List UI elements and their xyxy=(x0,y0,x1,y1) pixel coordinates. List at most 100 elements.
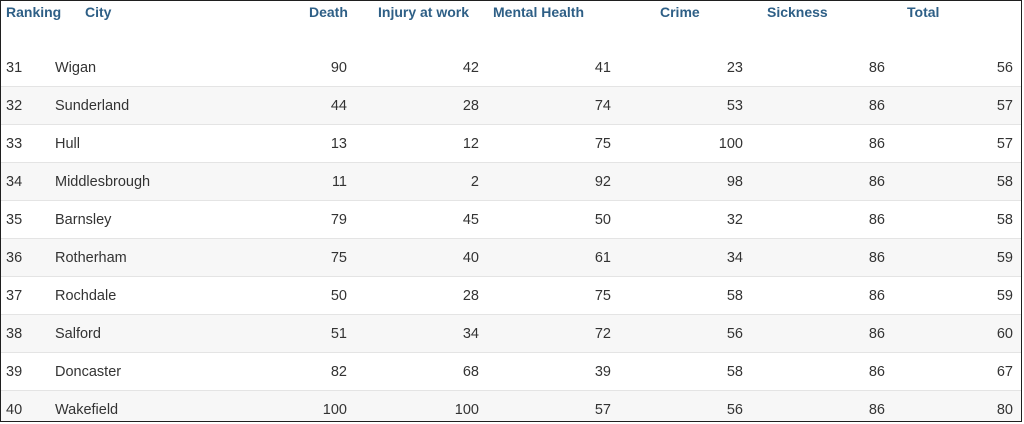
table-body: 31 Wigan 90 42 41 23 86 56 32 Sunderland 44 28 74 53 8… xyxy=(1,49,1021,421)
cell-total: 58 xyxy=(996,174,1013,190)
header-mental-health[interactable]: Mental Health xyxy=(493,4,585,20)
table-row: 40 Wakefield 100 100 57 56 86 80 xyxy=(1,391,1021,421)
cell-total: 59 xyxy=(996,250,1013,266)
cell-ranking: 40 xyxy=(6,402,23,418)
cell-total: 56 xyxy=(996,60,1013,76)
table-row: 35 Barnsley 79 45 50 32 86 58 xyxy=(1,201,1021,239)
table-row: 38 Salford 51 34 72 56 86 60 xyxy=(1,315,1021,353)
cell-mental-health: 72 xyxy=(594,326,611,342)
cell-sickness: 86 xyxy=(868,364,885,380)
table-row: 31 Wigan 90 42 41 23 86 56 xyxy=(1,49,1021,87)
cell-death: 79 xyxy=(330,212,347,228)
cell-mental-health: 92 xyxy=(594,174,611,190)
header-death[interactable]: Death xyxy=(309,4,348,20)
cell-mental-health: 75 xyxy=(594,136,611,152)
cell-injury-at-work: 2 xyxy=(470,174,479,190)
cell-injury-at-work: 42 xyxy=(462,60,479,76)
cell-mental-health: 50 xyxy=(594,212,611,228)
cell-sickness: 86 xyxy=(868,250,885,266)
cell-city: Rochdale xyxy=(55,288,117,304)
cell-total: 59 xyxy=(996,288,1013,304)
cell-sickness: 86 xyxy=(868,60,885,76)
cell-death: 44 xyxy=(330,98,347,114)
cell-death: 13 xyxy=(330,136,347,152)
cell-crime: 58 xyxy=(726,364,743,380)
cell-ranking: 38 xyxy=(6,326,23,342)
cell-crime: 56 xyxy=(726,402,743,418)
cell-total: 80 xyxy=(996,402,1013,418)
cell-mental-health: 57 xyxy=(594,402,611,418)
cell-crime: 32 xyxy=(726,212,743,228)
header-city[interactable]: City xyxy=(85,4,112,20)
cell-city: Doncaster xyxy=(55,364,122,380)
cell-ranking: 31 xyxy=(6,60,23,76)
cell-city: Salford xyxy=(55,326,101,342)
cell-injury-at-work: 12 xyxy=(462,136,479,152)
table-header: Ranking City Death Injury at work Mental… xyxy=(1,1,1021,49)
header-ranking[interactable]: Ranking xyxy=(6,4,62,20)
cell-ranking: 32 xyxy=(6,98,23,114)
cell-total: 60 xyxy=(996,326,1013,342)
cell-total: 58 xyxy=(996,212,1013,228)
cell-mental-health: 74 xyxy=(594,98,611,114)
cell-injury-at-work: 40 xyxy=(462,250,479,266)
cell-sickness: 86 xyxy=(868,98,885,114)
cell-city: Barnsley xyxy=(55,212,112,228)
cell-total: 57 xyxy=(996,98,1013,114)
cell-city: Hull xyxy=(55,136,80,152)
cell-sickness: 86 xyxy=(868,288,885,304)
cell-death: 11 xyxy=(331,174,347,190)
cell-total: 57 xyxy=(996,136,1013,152)
cell-crime: 34 xyxy=(726,250,743,266)
cell-crime: 23 xyxy=(726,60,743,76)
cell-mental-health: 61 xyxy=(594,250,611,266)
cell-mental-health: 41 xyxy=(594,60,611,76)
table-row: 32 Sunderland 44 28 74 53 86 57 xyxy=(1,87,1021,125)
cell-death: 75 xyxy=(330,250,347,266)
cell-crime: 58 xyxy=(726,288,743,304)
cell-sickness: 86 xyxy=(868,136,885,152)
cell-death: 90 xyxy=(330,60,347,76)
table-row: 37 Rochdale 50 28 75 58 86 59 xyxy=(1,277,1021,315)
cell-death: 100 xyxy=(322,402,347,418)
cell-death: 51 xyxy=(330,326,347,342)
cell-mental-health: 75 xyxy=(594,288,611,304)
cell-sickness: 86 xyxy=(868,402,885,418)
header-injury-at-work[interactable]: Injury at work xyxy=(378,4,470,20)
cell-ranking: 34 xyxy=(6,174,23,190)
table-row: 36 Rotherham 75 40 61 34 86 59 xyxy=(1,239,1021,277)
table-row: 33 Hull 13 12 75 100 86 57 xyxy=(1,125,1021,163)
cell-sickness: 86 xyxy=(868,212,885,228)
header-total[interactable]: Total xyxy=(907,4,940,20)
cell-ranking: 39 xyxy=(6,364,23,380)
cell-injury-at-work: 28 xyxy=(462,98,479,114)
cell-crime: 53 xyxy=(726,98,743,114)
cell-mental-health: 39 xyxy=(594,364,611,380)
cell-crime: 98 xyxy=(726,174,743,190)
cell-crime: 100 xyxy=(718,136,743,152)
cell-city: Wakefield xyxy=(55,402,119,418)
cell-ranking: 33 xyxy=(6,136,23,152)
cell-death: 50 xyxy=(330,288,347,304)
cell-city: Middlesbrough xyxy=(55,174,151,190)
cell-ranking: 36 xyxy=(6,250,23,266)
cell-injury-at-work: 45 xyxy=(462,212,479,228)
table-row: 34 Middlesbrough 11 2 92 98 86 58 xyxy=(1,163,1021,201)
cell-crime: 56 xyxy=(726,326,743,342)
cell-sickness: 86 xyxy=(868,174,885,190)
cell-sickness: 86 xyxy=(868,326,885,342)
header-crime[interactable]: Crime xyxy=(660,4,700,20)
cell-injury-at-work: 100 xyxy=(454,402,479,418)
cell-ranking: 37 xyxy=(6,288,23,304)
cell-ranking: 35 xyxy=(6,212,23,228)
cell-city: Rotherham xyxy=(55,250,127,266)
cell-injury-at-work: 28 xyxy=(462,288,479,304)
cell-city: Sunderland xyxy=(55,98,130,114)
cell-injury-at-work: 34 xyxy=(462,326,479,342)
table-row: 39 Doncaster 82 68 39 58 86 67 xyxy=(1,353,1021,391)
header-sickness[interactable]: Sickness xyxy=(767,4,828,20)
cell-injury-at-work: 68 xyxy=(462,364,479,380)
cell-city: Wigan xyxy=(55,60,97,76)
cell-death: 82 xyxy=(330,364,347,380)
